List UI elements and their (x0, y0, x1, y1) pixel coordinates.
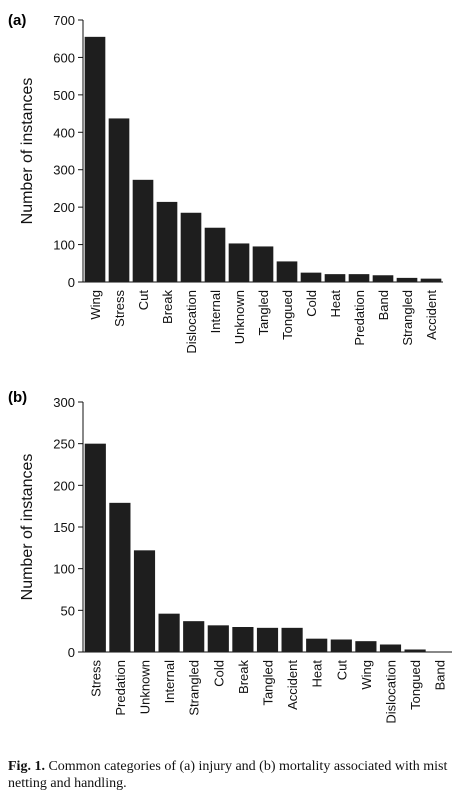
category-label-b: Predation (113, 660, 128, 716)
bar-b-wing (355, 641, 377, 652)
category-label-a: Band (376, 290, 391, 320)
category-label-a: Cut (136, 290, 151, 311)
category-label-b: Cut (334, 660, 349, 681)
bar-b-tangled (256, 627, 279, 652)
y-tick-label-a: 100 (53, 238, 75, 253)
bar-b-cold (207, 625, 229, 652)
category-label-b: Break (236, 660, 251, 694)
chart-panel-a: (a) Number of instances 0 100 200 300 400 500… (8, 12, 443, 354)
bar-a-break (156, 201, 178, 282)
bar-b-strangled (183, 621, 205, 652)
bar-b-cut (330, 639, 352, 652)
category-label-a: Tangled (256, 290, 271, 336)
y-tick-label-b: 100 (53, 562, 75, 577)
category-label-a: Dislocation (184, 290, 199, 354)
bar-a-heat (324, 274, 346, 282)
category-label-a: Accident (424, 290, 439, 340)
category-label-a: Break (160, 290, 175, 324)
y-tick-label-b: 300 (53, 395, 75, 410)
y-tick-label-a: 400 (53, 125, 75, 140)
y-tick-label-b: 0 (68, 645, 75, 660)
y-tick-label-b: 250 (53, 437, 75, 452)
bar-b-tongued (404, 649, 426, 652)
caption-text: Common categories of (a) injury and (b) … (8, 759, 448, 791)
panel-label-b: (b) (8, 389, 27, 406)
y-tick-label-a: 600 (53, 50, 75, 65)
bar-b-stress (84, 443, 106, 652)
bar-a-cold (300, 272, 322, 282)
chart-panel-b: (b) Number of instances 0 50 100 150 200 250 3… (8, 389, 452, 724)
y-tick-label-a: 500 (53, 88, 75, 103)
y-axis-title-a: Number of instances (19, 78, 36, 225)
y-tick-label-b: 50 (61, 603, 75, 618)
bar-a-accident (420, 278, 442, 282)
category-label-b: Strangled (187, 660, 202, 716)
y-tick-label-b: 150 (53, 520, 75, 535)
bar-b-internal (158, 613, 180, 652)
category-label-a: Internal (208, 290, 223, 333)
bar-a-internal (204, 227, 226, 282)
category-label-a: Stress (112, 290, 127, 327)
category-label-a: Strangled (400, 290, 415, 346)
category-label-b: Unknown (138, 660, 153, 714)
category-label-b: Tangled (261, 660, 276, 706)
bar-a-unknown (228, 243, 250, 282)
category-label-b: Band (433, 660, 448, 690)
category-label-a: Heat (328, 290, 343, 318)
y-tick-label-b: 200 (53, 478, 75, 493)
category-label-b: Accident (285, 660, 300, 710)
bar-a-stress (108, 118, 130, 283)
bar-a-tangled (252, 246, 274, 282)
category-label-b: Tongued (408, 660, 423, 710)
bar-b-heat (306, 638, 328, 652)
y-tick-label-a: 0 (68, 275, 75, 290)
caption-label: Fig. 1. (8, 759, 45, 774)
category-label-b: Wing (359, 660, 374, 690)
y-axis-title-b: Number of instances (19, 454, 36, 601)
category-label-b: Internal (162, 660, 177, 703)
category-label-a: Tongued (280, 290, 295, 340)
bar-b-unknown (133, 550, 156, 652)
category-label-a: Unknown (232, 290, 247, 344)
y-tick-label-a: 300 (53, 163, 75, 178)
figure-caption: Fig. 1. Common categories of (a) injury … (8, 758, 456, 792)
category-label-b: Heat (310, 660, 325, 688)
category-label-a: Predation (352, 290, 367, 346)
category-label-b: Stress (88, 660, 103, 697)
y-tick-label-a: 200 (53, 200, 75, 215)
bar-b-dislocation (379, 644, 402, 652)
category-label-a: Wing (88, 290, 103, 320)
bar-a-cut (132, 179, 154, 282)
y-tick-label-a: 700 (53, 13, 75, 28)
bar-b-accident (281, 627, 303, 652)
bar-a-predation (348, 274, 370, 282)
category-label-a: Cold (304, 290, 319, 317)
bar-a-wing (84, 36, 106, 282)
bar-b-break (232, 627, 254, 652)
bar-a-dislocation (180, 212, 202, 282)
bar-a-tongued (276, 261, 298, 282)
bar-a-strangled (396, 277, 418, 282)
category-label-b: Cold (211, 660, 226, 687)
panel-label-a: (a) (8, 12, 26, 29)
axes-b: 0 50 100 150 200 250 300 Stress Predation Unknown… (53, 395, 452, 724)
bar-a-band (372, 275, 394, 282)
axes-a: 0 100 200 300 400 500 600 700 Wing Stress Cut Break… (53, 13, 443, 354)
bar-b-predation (109, 502, 131, 652)
category-label-b: Dislocation (384, 660, 399, 724)
